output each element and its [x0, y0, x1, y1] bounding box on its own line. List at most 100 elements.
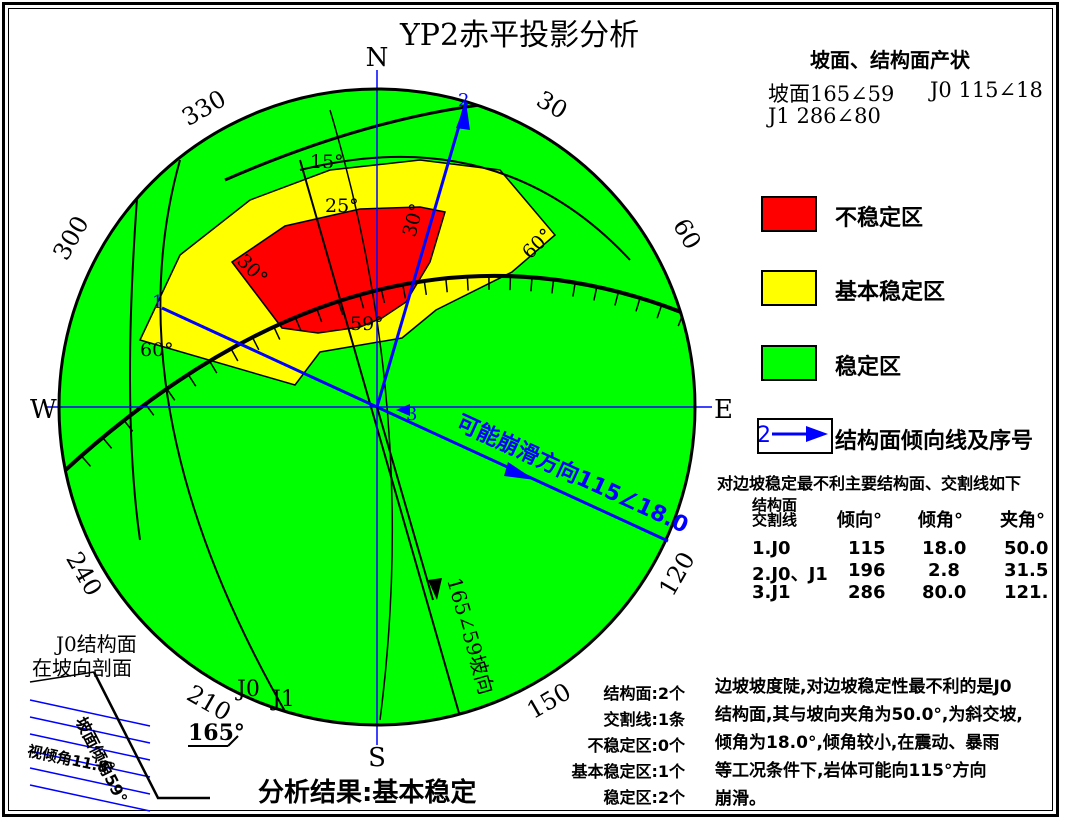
dip-line-2 — [375, 101, 468, 408]
inner-frame — [8, 8, 1053, 811]
summary-basic-stable: 基本稳定区:1个 — [571, 762, 685, 781]
tick-mark — [656, 304, 663, 319]
conclusion-line: 边坡坡度陡,对边坡稳定性最不利的是J0 — [715, 677, 1012, 697]
dip-line-slope — [376, 406, 434, 601]
tick-mark — [144, 403, 155, 416]
legend-swatch-unstable — [761, 196, 817, 232]
section-drawing — [29, 671, 210, 812]
tick-mark — [80, 455, 92, 467]
tick-mark — [294, 317, 302, 331]
plane-num-2: 2 — [458, 90, 469, 111]
tick-mark — [316, 308, 323, 323]
compass-e: E — [714, 395, 733, 425]
table-row-ang: 121. — [1004, 582, 1049, 603]
tick-mark — [466, 276, 469, 291]
table-col-dir: 倾向° — [837, 510, 882, 531]
ring-label-60: 60 — [667, 214, 707, 254]
table-col-dip: 倾角° — [918, 510, 963, 531]
header-title: 坡面、结构面产状 — [810, 48, 970, 72]
section-top — [29, 671, 95, 683]
zone-label-60b: 60° — [140, 339, 174, 361]
table-row-name: 3.J1 — [752, 582, 791, 603]
tick-mark — [359, 294, 365, 309]
table-row-ang: 50.0 — [1004, 538, 1049, 559]
compass-w: W — [30, 395, 57, 425]
dip-arrow-3 — [396, 404, 410, 416]
tick-mark — [593, 286, 598, 301]
table-row-dir: 286 — [848, 582, 886, 603]
summary-intersections: 交割线:1条 — [603, 710, 685, 729]
hatch-line — [29, 716, 151, 744]
section-title-b: 在坡向剖面 — [32, 656, 132, 680]
table-row-name: 1.J0 — [752, 538, 791, 559]
azimuth-slash — [227, 735, 239, 747]
tick-mark — [402, 284, 407, 299]
legend-swatch-stable — [761, 345, 817, 381]
table-row-dip: 18.0 — [922, 538, 967, 559]
table-title: 对边坡稳定最不利主要结构面、交割线如下 — [717, 474, 1022, 493]
great-circle-d — [299, 155, 631, 261]
section-body — [30, 672, 158, 798]
great-circle-c — [299, 159, 462, 721]
conclusion-line: 等工况条件下,岩体可能向115°方向 — [715, 761, 987, 781]
conclusion-line: 倾角为18.0°,倾角较小,在震动、暴雨 — [715, 733, 1000, 753]
legend-label-stable: 稳定区 — [835, 355, 902, 380]
table-head-a: 结构面 — [752, 496, 798, 514]
hatch-line — [29, 784, 151, 812]
summary-unstable: 不稳定区:0个 — [587, 736, 685, 755]
dip-arrow-2 — [456, 102, 470, 130]
tick-mark — [123, 419, 134, 432]
tick-mark — [337, 301, 344, 315]
legend-swatch-basic-stable — [761, 270, 817, 306]
ring-label-30: 30 — [532, 85, 572, 125]
compass-n: N — [366, 43, 389, 73]
j0-ticks — [80, 275, 685, 467]
table-row-dir: 115 — [848, 538, 886, 559]
tick-mark — [572, 282, 576, 297]
table-row-name: 2.J0、J1 — [752, 564, 828, 585]
table-row-ang: 31.5 — [1004, 560, 1049, 581]
plane-label-j0: J0 — [235, 677, 260, 702]
plane-label-j1: J1 — [270, 687, 295, 712]
slope-surface — [92, 671, 210, 800]
tick-mark — [273, 326, 281, 340]
tick-mark — [102, 437, 113, 449]
page-title: YP2赤平投影分析 — [400, 18, 640, 53]
table-row-dir: 196 — [848, 560, 886, 581]
slide-arrow — [504, 462, 535, 480]
tick-mark — [251, 336, 260, 351]
summary-stable: 稳定区:2个 — [603, 788, 685, 807]
analysis-result: 分析结果:基本稳定 — [258, 778, 477, 808]
legend-line-num: 2 — [757, 423, 771, 448]
ring-label-330: 330 — [177, 84, 231, 131]
conclusion-line: 崩滑。 — [715, 789, 766, 809]
summary-planes: 结构面:2个 — [603, 684, 685, 703]
legend-label-dip-line: 结构面倾向线及序号 — [835, 429, 1034, 454]
tick-mark — [208, 360, 218, 374]
table-row-dip: 2.8 — [928, 560, 960, 581]
zone-label-59: 59° — [350, 313, 384, 335]
slope-attitude: 坡面165∠59 — [768, 82, 895, 106]
conclusion-line: 结构面,其与坡向夹角为50.0°,为斜交坡, — [715, 705, 1023, 725]
great-circle-e — [129, 159, 141, 541]
tick-mark — [380, 289, 386, 304]
section-title-a: J0结构面 — [56, 632, 137, 656]
ring-label-300: 300 — [47, 211, 94, 265]
tick-mark — [445, 278, 448, 293]
legend-label-unstable: 不稳定区 — [835, 206, 924, 231]
table-col-ang: 夹角° — [1000, 510, 1045, 531]
slope-arrow — [428, 578, 442, 600]
table-head-b: 交割线 — [752, 511, 798, 529]
hatch-line — [29, 767, 151, 795]
section-azimuth: 165° — [188, 720, 245, 746]
tick-mark — [635, 297, 641, 312]
plane-num-3: 3 — [406, 404, 417, 425]
zone-label-15: 15° — [310, 151, 344, 173]
hatch-line — [29, 699, 151, 727]
legend-line-frame — [757, 418, 833, 454]
tick-mark — [551, 279, 555, 294]
legend-line-arrow — [806, 426, 828, 442]
hatch-line — [29, 750, 151, 778]
